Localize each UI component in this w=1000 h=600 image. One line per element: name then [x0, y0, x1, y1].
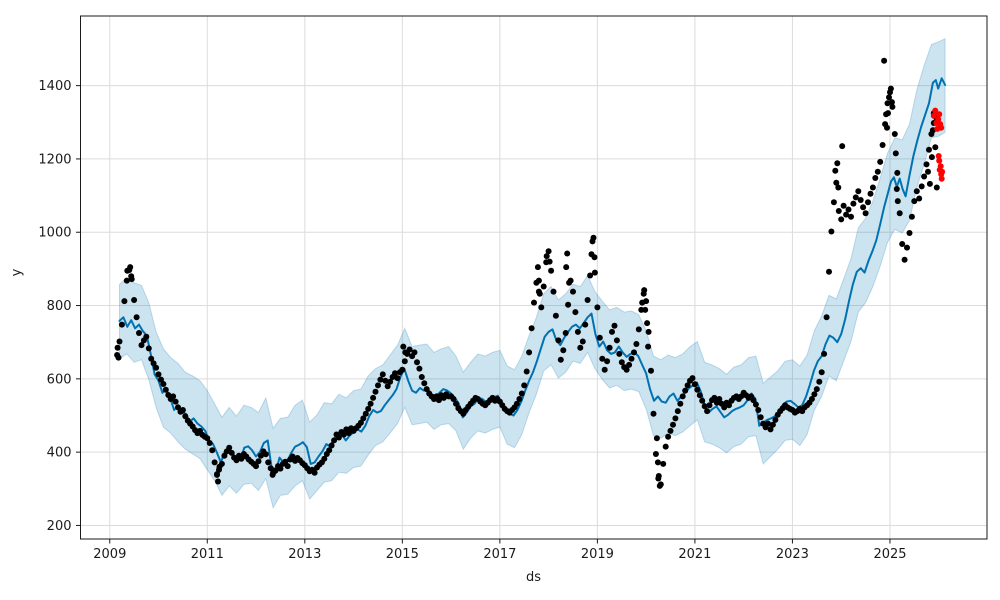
x-axis-label: ds: [525, 570, 542, 585]
plot-area: [114, 37, 947, 510]
y-axis-label: y: [9, 268, 25, 277]
x-tick-label: 2023: [776, 547, 809, 562]
x-tick-label: 2011: [191, 547, 224, 562]
plot-border: [80, 15, 988, 540]
x-tick-label: 2025: [873, 547, 906, 562]
y-tick-label: 200: [47, 519, 72, 534]
x-tick-label: 2021: [678, 547, 711, 562]
x-tick-label: 2015: [386, 547, 419, 562]
observed-points: [114, 57, 940, 489]
y-tick-label: 1200: [38, 152, 71, 167]
tick-labels: 2009 2011 2013 2015 2017 2019 2021 2023 2025 200 4…: [38, 79, 906, 562]
x-tick-label: 2017: [483, 547, 516, 562]
uncertainty-band: [119, 37, 946, 510]
y-tick-label: 1000: [38, 226, 71, 241]
recent-actual-points: [930, 107, 946, 182]
forecast-line: [118, 77, 947, 475]
y-tick-label: 1400: [38, 79, 71, 94]
y-tick-label: 600: [47, 372, 72, 387]
y-tick-label: 800: [47, 299, 72, 314]
x-tick-label: 2019: [581, 547, 614, 562]
tick-marks: [76, 85, 891, 544]
y-tick-label: 400: [47, 446, 72, 461]
x-tick-label: 2009: [93, 547, 126, 562]
x-tick-label: 2013: [288, 547, 321, 562]
